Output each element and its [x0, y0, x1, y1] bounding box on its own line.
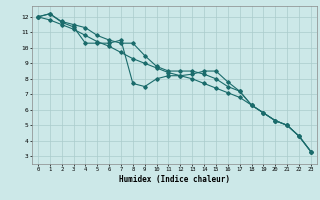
X-axis label: Humidex (Indice chaleur): Humidex (Indice chaleur) — [119, 175, 230, 184]
